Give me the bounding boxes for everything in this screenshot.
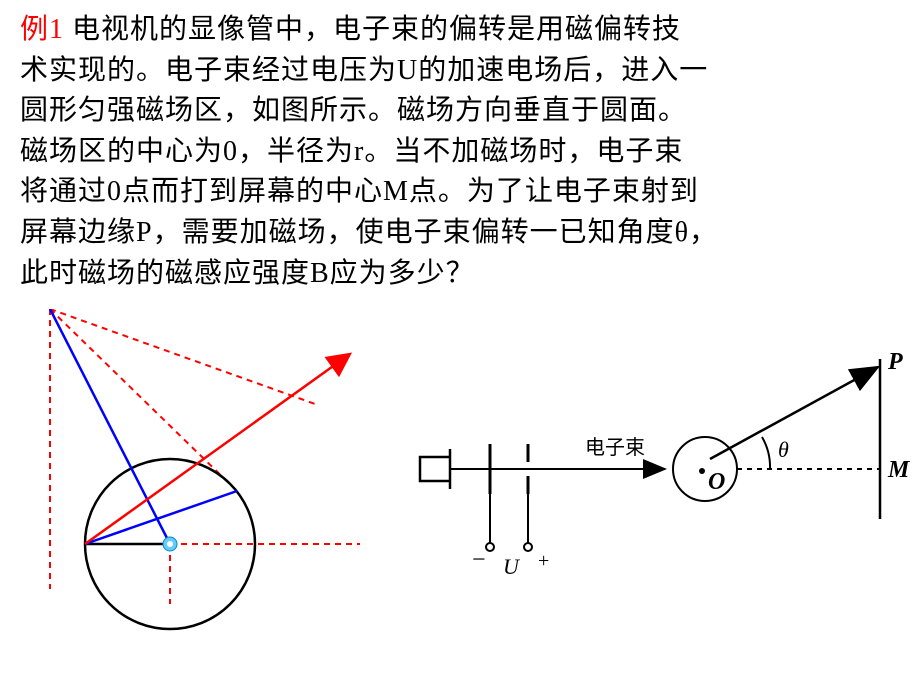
label-plus: +	[538, 550, 549, 572]
label-M: M	[887, 457, 910, 483]
diagrams-row: 电子束 U − + O θ P M	[20, 309, 900, 649]
q-line-1: 术实现的。电子束经过电压为U的加速电场后，进入一	[20, 55, 708, 86]
q-line-0: 电视机的显像管中，电子束的偏转是用磁偏转技	[72, 14, 681, 45]
field-region	[673, 437, 737, 501]
label-electron-beam: 电子束	[585, 436, 645, 459]
question-text: 例1 电视机的显像管中，电子束的偏转是用磁偏转技 术实现的。电子束经过电压为U的…	[20, 10, 900, 294]
q-line-3: 磁场区的中心为0，半径为r。当不加磁场时，电子束	[20, 136, 683, 167]
o-to-p	[710, 367, 878, 459]
label-P: P	[887, 349, 903, 375]
diagram-right: 电子束 U − + O θ P M	[410, 349, 910, 629]
q-line-2: 圆形匀强磁场区，如图所示。磁场方向垂直于圆面。	[20, 95, 687, 126]
q-line-5: 屏幕边缘P，需要加磁场，使电子束偏转一已知角度θ，	[20, 217, 718, 248]
dash-top-arrow	[50, 309, 315, 404]
label-minus: −	[472, 547, 486, 573]
theta-arc	[762, 437, 770, 469]
blue-chord-1	[85, 491, 237, 544]
diagram-left	[20, 309, 400, 649]
example-label: 例1	[20, 14, 64, 45]
label-O: O	[708, 469, 725, 495]
center-dot-inner	[167, 541, 173, 547]
electron-gun	[420, 449, 450, 489]
label-U: U	[503, 554, 521, 579]
q-line-4: 将通过0点而打到屏幕的中心M点。为了让电子束射到	[20, 176, 699, 207]
blue-chord-2	[50, 309, 170, 544]
q-line-6: 此时磁场的磁感应强度B应为多少？	[20, 258, 475, 289]
label-theta: θ	[778, 437, 789, 462]
